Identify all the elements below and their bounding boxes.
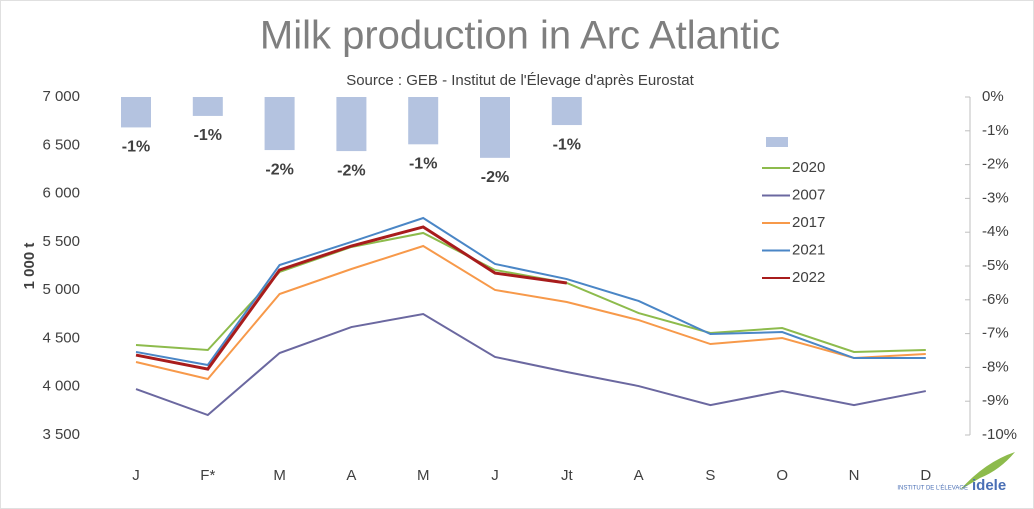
y-tick-label: 4 500 (42, 329, 80, 346)
y-tick-label: 5 500 (42, 233, 80, 250)
y2-tick-label: -3% (982, 189, 1009, 206)
x-tick-label: M (273, 467, 286, 484)
y2-tick-label: -6% (982, 291, 1009, 308)
legend-label: 2020 (792, 159, 825, 176)
y-axis-label: 1 000 t (21, 243, 38, 290)
bar (551, 97, 582, 126)
x-tick-label: A (346, 467, 356, 484)
x-tick-label: S (705, 467, 715, 484)
line-series (135, 225, 568, 371)
bar-label: -2% (337, 162, 365, 179)
x-tick-label: F* (200, 467, 215, 484)
line-series (135, 244, 926, 381)
y-tick-label: 5 000 (42, 281, 80, 298)
bar-label: -2% (481, 169, 509, 186)
bar-label: -1% (194, 127, 222, 144)
x-tick-label: J (132, 467, 140, 484)
y-tick-label: 6 500 (42, 136, 80, 153)
bar (480, 97, 510, 158)
bar (408, 97, 439, 145)
bar (336, 97, 367, 152)
y-tick-label: 4 000 (42, 378, 80, 395)
y-tick-label: 3 500 (42, 426, 80, 443)
y2-tick-label: -1% (982, 122, 1009, 139)
bar (121, 97, 151, 128)
line-series (135, 216, 926, 367)
legend-label: 2017 (792, 214, 825, 231)
bar (264, 97, 295, 151)
legend-swatch (766, 137, 788, 147)
logo-shape (960, 452, 1015, 490)
bar-label: -1% (553, 136, 581, 153)
x-tick-label: O (776, 467, 788, 484)
y2-tick-label: -9% (982, 392, 1009, 409)
x-tick-label: A (634, 467, 644, 484)
x-tick-label: J (491, 467, 499, 484)
y2-tick-label: 0% (982, 88, 1004, 105)
line-series (135, 312, 926, 417)
y2-tick-label: -10% (982, 426, 1017, 443)
y2-tick-label: -5% (982, 257, 1009, 274)
bar-label: -1% (122, 139, 150, 156)
chart-subtitle: Source : GEB - Institut de l'Élevage d'a… (346, 72, 694, 89)
bar (192, 97, 223, 116)
y2-tick-label: -7% (982, 325, 1009, 342)
legend-label: 2022 (792, 269, 825, 286)
bar-label: -1% (409, 156, 437, 173)
y-tick-label: 7 000 (42, 88, 80, 105)
x-tick-label: M (417, 467, 430, 484)
x-tick-label: N (849, 467, 860, 484)
legend-label: 2021 (792, 241, 825, 258)
logo-caption: INSTITUT DE L'ÉLEVAGE (897, 485, 968, 492)
chart-title: Milk production in Arc Atlantic (260, 14, 780, 58)
x-tick-label: D (920, 467, 931, 484)
y-tick-label: 6 000 (42, 185, 80, 202)
legend-label: 2007 (792, 186, 825, 203)
y2-tick-label: -8% (982, 358, 1009, 375)
bar-label: -2% (265, 161, 293, 178)
y2-tick-label: -4% (982, 223, 1009, 240)
x-tick-label: Jt (561, 467, 574, 484)
y2-tick-label: -2% (982, 156, 1009, 173)
logo-text: idele (972, 477, 1006, 494)
